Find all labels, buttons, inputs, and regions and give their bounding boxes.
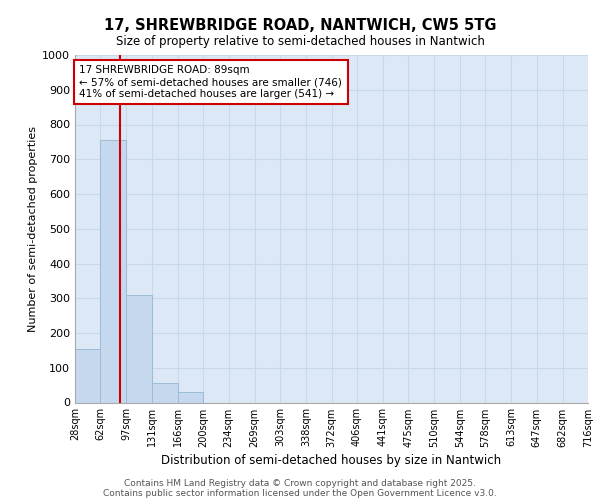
Text: 17, SHREWBRIDGE ROAD, NANTWICH, CW5 5TG: 17, SHREWBRIDGE ROAD, NANTWICH, CW5 5TG bbox=[104, 18, 496, 32]
Text: 17 SHREWBRIDGE ROAD: 89sqm
← 57% of semi-detached houses are smaller (746)
41% o: 17 SHREWBRIDGE ROAD: 89sqm ← 57% of semi… bbox=[79, 66, 343, 98]
Bar bbox=[100, 140, 127, 402]
Text: Contains HM Land Registry data © Crown copyright and database right 2025.: Contains HM Land Registry data © Crown c… bbox=[124, 478, 476, 488]
X-axis label: Distribution of semi-detached houses by size in Nantwich: Distribution of semi-detached houses by … bbox=[161, 454, 502, 466]
Text: Contains public sector information licensed under the Open Government Licence v3: Contains public sector information licen… bbox=[103, 488, 497, 498]
Text: Size of property relative to semi-detached houses in Nantwich: Size of property relative to semi-detach… bbox=[116, 35, 484, 48]
Bar bbox=[127, 296, 152, 403]
Bar bbox=[75, 348, 100, 403]
Y-axis label: Number of semi-detached properties: Number of semi-detached properties bbox=[28, 126, 38, 332]
Bar bbox=[152, 382, 178, 402]
Bar bbox=[178, 392, 203, 402]
